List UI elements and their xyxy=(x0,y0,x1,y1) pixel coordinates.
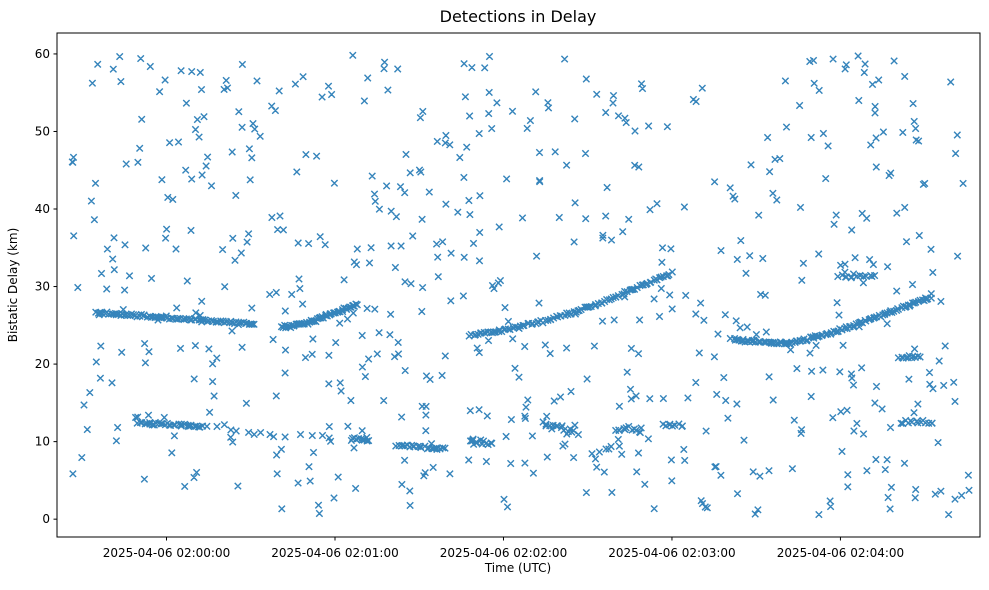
x-tick-label: 2025-04-06 02:02:00 xyxy=(440,546,567,560)
x-axis-label: Time (UTC) xyxy=(484,561,551,575)
y-tick-label: 0 xyxy=(42,512,50,526)
x-tick-label: 2025-04-06 02:03:00 xyxy=(608,546,735,560)
y-tick-label: 50 xyxy=(35,124,50,138)
x-tick-label: 2025-04-06 02:04:00 xyxy=(777,546,904,560)
x-tick-label: 2025-04-06 02:01:00 xyxy=(271,546,398,560)
y-tick-label: 20 xyxy=(35,357,50,371)
y-axis-label: Bistatic Delay (km) xyxy=(6,228,20,343)
plot-area: 2025-04-06 02:00:00 2025-04-06 02:01:00 20… xyxy=(35,32,981,560)
y-tick-label: 30 xyxy=(35,280,50,294)
y-tick-label: 10 xyxy=(35,435,50,449)
y-tick-label: 60 xyxy=(35,47,50,61)
scatter-points xyxy=(68,51,973,519)
chart-title: Detections in Delay xyxy=(440,7,597,26)
x-tick-label: 2025-04-06 02:00:00 xyxy=(103,546,230,560)
y-tick-label: 40 xyxy=(35,202,50,216)
axes-spines xyxy=(56,32,981,538)
